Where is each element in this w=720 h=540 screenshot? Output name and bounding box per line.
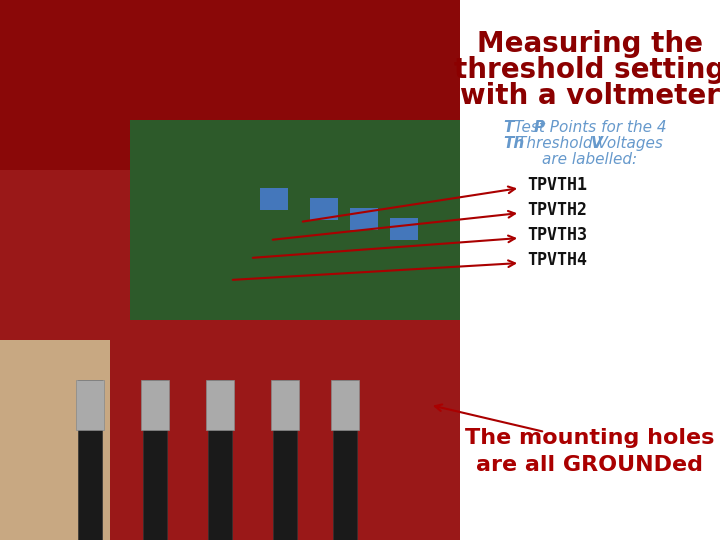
Bar [350, 208, 378, 230]
Bar [141, 380, 169, 430]
Text: TPVTH3: TPVTH3 [527, 226, 587, 244]
Bar [78, 380, 102, 540]
Text: T: T [503, 120, 513, 135]
Text: threshold setting: threshold setting [454, 56, 720, 84]
Text: The mounting holes: The mounting holes [465, 428, 715, 448]
Text: are all GROUNDed: are all GROUNDed [477, 455, 703, 475]
Text: TPVTH4: TPVTH4 [527, 251, 587, 269]
Text: Test Points for the 4: Test Points for the 4 [513, 120, 666, 135]
Bar [0, 0, 460, 540]
Bar [0, 0, 460, 170]
Bar [208, 380, 232, 540]
Bar [333, 380, 357, 540]
Bar [130, 120, 460, 320]
Text: are labelled:: are labelled: [542, 152, 638, 167]
Text: P: P [534, 120, 545, 135]
Text: TPVTH1: TPVTH1 [527, 176, 587, 194]
Text: with a voltmeter: with a voltmeter [460, 82, 720, 110]
Bar [271, 380, 299, 430]
Bar [0, 150, 460, 540]
Bar [460, 0, 720, 540]
Text: V: V [591, 136, 603, 151]
Bar [206, 380, 234, 430]
Bar [143, 380, 167, 540]
Bar [390, 218, 418, 240]
Text: Threshold Voltages: Threshold Voltages [517, 136, 663, 151]
Text: Measuring the: Measuring the [477, 30, 703, 58]
Bar [273, 380, 297, 540]
Text: TPVTH2: TPVTH2 [527, 201, 587, 219]
Bar [0, 340, 110, 540]
Bar [76, 380, 104, 430]
Bar [331, 380, 359, 430]
Bar [260, 188, 288, 210]
Bar [310, 198, 338, 220]
Text: Th: Th [503, 136, 524, 151]
